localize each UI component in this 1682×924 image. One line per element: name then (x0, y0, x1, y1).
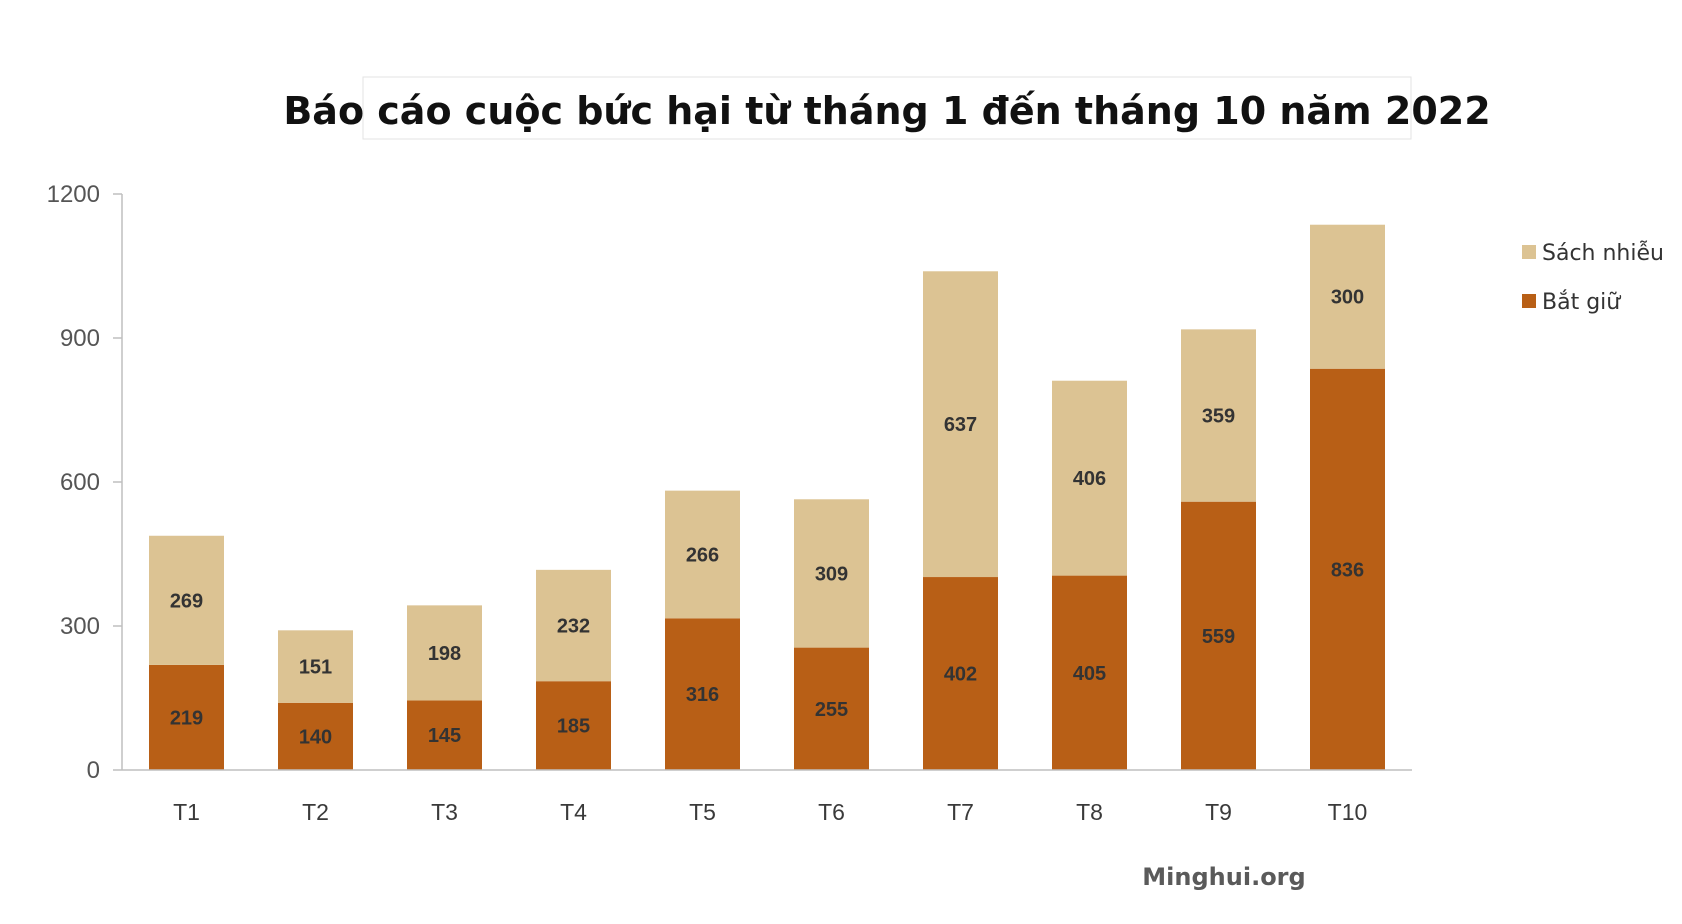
y-tick-label: 900 (60, 325, 100, 352)
bar-sach-nhieu-t2 (278, 630, 353, 703)
x-tick-label: T4 (560, 799, 587, 825)
bar-bat-giu-t5 (665, 618, 740, 770)
bars: 219 269 140 151 145 198 185 232 316 266 255 309 402 6… (149, 224, 1385, 770)
chart-title-box (362, 76, 1412, 140)
x-axis: T1 T2 T3 T4 T5 T6 T7 T8 T9 T10 (122, 769, 1412, 825)
y-tick-label: 300 (60, 613, 100, 640)
data-label: 151 (299, 657, 332, 679)
x-tick-label: T10 (1328, 799, 1368, 825)
x-tick-label: T2 (302, 799, 329, 825)
bar-bat-giu-t10 (1310, 368, 1385, 770)
y-axis: 0 300 600 900 1200 (47, 181, 123, 784)
bar-sach-nhieu-t10 (1310, 224, 1385, 369)
bar-sach-nhieu-t6 (794, 499, 869, 648)
legend-label-sach-nhieu: Sách nhiễu (1542, 240, 1664, 266)
bar-sach-nhieu-t1 (149, 535, 224, 665)
x-tick-label: T9 (1205, 799, 1232, 825)
data-label: 402 (944, 664, 977, 686)
bar-bat-giu-t3 (407, 700, 482, 770)
data-label: 300 (1331, 287, 1364, 309)
bar-sach-nhieu-t5 (665, 490, 740, 619)
data-label: 266 (686, 544, 719, 566)
y-tick-label: 0 (87, 757, 100, 784)
x-tick-label: T3 (431, 799, 458, 825)
source-label: Minghui.org (1142, 863, 1305, 891)
bar-bat-giu-t9 (1181, 501, 1256, 770)
data-label: 219 (170, 707, 203, 729)
bar-sach-nhieu-t7 (923, 271, 998, 578)
data-label: 316 (686, 684, 719, 706)
legend-label-bat-giu: Bắt giữ (1542, 290, 1621, 315)
data-label: 836 (1331, 559, 1364, 581)
data-label: 232 (557, 616, 590, 638)
data-label: 309 (815, 563, 848, 585)
data-label: 140 (299, 726, 332, 748)
legend: Sách nhiễu Bắt giữ (1522, 240, 1664, 315)
bar-bat-giu-t7 (923, 577, 998, 770)
x-tick-label: T7 (947, 799, 974, 825)
data-label: 406 (1073, 468, 1106, 490)
legend-swatch-sach-nhieu (1522, 245, 1536, 259)
y-tick-label: 1200 (47, 181, 100, 208)
x-tick-label: T1 (173, 799, 200, 825)
bar-bat-giu-t8 (1052, 575, 1127, 770)
x-tick-label: T6 (818, 799, 845, 825)
y-tick-label: 600 (60, 469, 100, 496)
bar-bat-giu-t1 (149, 664, 224, 770)
data-label: 185 (557, 716, 590, 738)
data-label: 198 (428, 643, 461, 665)
bar-sach-nhieu-t8 (1052, 380, 1127, 576)
data-label: 255 (815, 699, 848, 721)
bar-bat-giu-t2 (278, 702, 353, 770)
data-label: 405 (1073, 663, 1106, 685)
x-tick-label: T8 (1076, 799, 1103, 825)
x-tick-label: T5 (689, 799, 716, 825)
bar-sach-nhieu-t3 (407, 605, 482, 701)
data-label: 145 (428, 725, 461, 747)
bar-bat-giu-t6 (794, 647, 869, 770)
bar-sach-nhieu-t4 (536, 569, 611, 682)
data-label: 637 (944, 414, 977, 436)
data-label: 359 (1202, 406, 1235, 428)
chart-title: Báo cáo cuộc bức hại từ tháng 1 đến thán… (283, 89, 1490, 133)
legend-swatch-bat-giu (1522, 294, 1536, 308)
data-label: 269 (170, 590, 203, 612)
bar-bat-giu-t4 (536, 681, 611, 770)
bar-sach-nhieu-t9 (1181, 329, 1256, 502)
data-label: 559 (1202, 626, 1235, 648)
